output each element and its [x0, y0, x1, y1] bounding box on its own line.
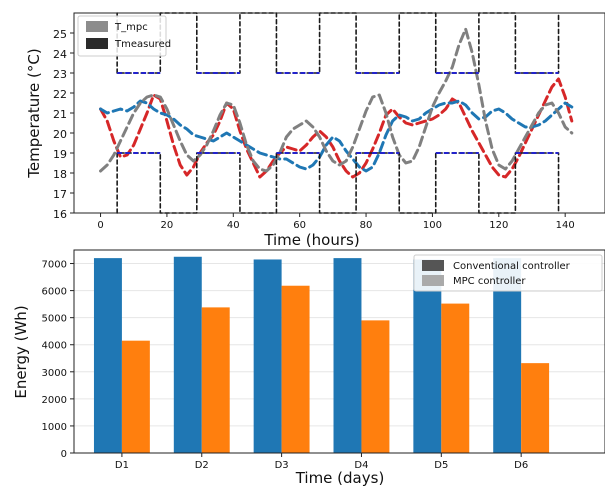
legend-swatch-mpc [422, 275, 444, 286]
energy-chart: D1 D2 D3 D4 D5 D6 0 1000 2000 3000 4000 5000 6000 70… [12, 249, 605, 487]
temperature-y-tick-label-24: 24 [53, 48, 67, 61]
energy-x-tick-label-d1: D1 [115, 460, 129, 471]
energy-legend: Conventional controller MPC controller [413, 254, 603, 292]
temperature-y-axis-label: Temperature (°C) [25, 48, 43, 178]
legend-swatch-tmeasured [86, 38, 108, 49]
energy-bar-d5-mpc-controller [441, 303, 470, 453]
energy-y-tick-label-1000: 1000 [42, 422, 67, 433]
temperature-x-tick-label-140: 140 [556, 220, 575, 231]
temperature-y-tick-label-17: 17 [53, 188, 67, 201]
temperature-y-tick-label-20: 20 [53, 128, 67, 141]
energy-y-axis-label: Energy (Wh) [12, 305, 30, 398]
energy-bar-d3-conventional-controller [253, 259, 282, 453]
energy-y-tick-label-2000: 2000 [42, 395, 67, 406]
temperature-y-tick-label-25: 25 [53, 28, 67, 41]
legend-label-conventional: Conventional controller [453, 261, 571, 272]
temperature-chart: 0 20 40 60 80 100 120 140 16171819202122232425 … [25, 12, 605, 249]
energy-bar-d1-mpc-controller [121, 340, 150, 453]
energy-bar-d3-mpc-controller [281, 285, 310, 453]
temperature-y-tick-label-23: 23 [53, 68, 67, 81]
legend-label-tmeasured: Tmeasured [114, 39, 171, 50]
energy-y-tick-label-5000: 5000 [42, 314, 67, 325]
legend-label-mpc: MPC controller [453, 276, 526, 287]
energy-x-axis-label: Time (days) [295, 469, 385, 487]
energy-plot-frame [73, 249, 605, 454]
energy-x-tick-label-d5: D5 [434, 460, 448, 471]
energy-x-tick-label-d6: D6 [514, 460, 528, 471]
energy-bar-d6-mpc-controller [521, 363, 550, 453]
energy-bar-d1-conventional-controller [93, 258, 122, 453]
temperature-legend: T_mpc Tmeasured [77, 15, 171, 57]
energy-y-tick-label-0: 0 [61, 449, 67, 460]
legend-swatch-t-mpc [86, 21, 108, 32]
temperature-series-2 [99, 99, 574, 173]
temperature-y-tick-label-21: 21 [53, 108, 67, 121]
temperature-y-tick-label-22: 22 [53, 88, 67, 101]
energy-y-tick-label-7000: 7000 [42, 260, 67, 271]
energy-bar-d4-conventional-controller [333, 258, 362, 453]
temperature-x-tick-label-20: 20 [161, 220, 174, 231]
energy-y-tick-label-4000: 4000 [42, 341, 67, 352]
temperature-x-tick-label-100: 100 [423, 220, 442, 231]
temperature-series-4-tmeasured [116, 152, 560, 214]
energy-y-tick-label-6000: 6000 [42, 287, 67, 298]
energy-bar-d2-mpc-controller [201, 307, 230, 453]
energy-x-tick-label-d2: D2 [195, 460, 209, 471]
temperature-y-tick-label-18: 18 [53, 168, 67, 181]
temperature-y-tick-label-19: 19 [53, 148, 67, 161]
energy-x-tick-label-d4: D4 [354, 460, 368, 471]
temperature-series-1-t-mpc [99, 77, 574, 179]
energy-bar-d5-conventional-controller [413, 259, 442, 453]
energy-y-tick-label-3000: 3000 [42, 368, 67, 379]
temperature-x-tick-label-40: 40 [227, 220, 240, 231]
temperature-y-tick-label-16: 16 [53, 208, 67, 221]
energy-legend-box [413, 254, 603, 292]
temperature-x-tick-label-80: 80 [360, 220, 373, 231]
temperature-x-tick-label-0: 0 [97, 220, 103, 231]
temperature-series-3 [99, 27, 574, 173]
legend-swatch-conventional [422, 260, 444, 271]
temperature-y-ticks: 16 17 18 19 20 21 22 23 24 25 [53, 28, 74, 221]
energy-x-tick-label-d3: D3 [275, 460, 289, 471]
legend-label-t-mpc: T_mpc [114, 22, 148, 33]
energy-x-ticks: D1 D2 D3 D4 D5 D6 [115, 453, 528, 471]
temperature-x-tick-label-120: 120 [489, 220, 508, 231]
temperature-x-tick-label-60: 60 [293, 220, 306, 231]
temperature-series-5 [116, 12, 560, 74]
energy-y-ticks: 0 1000 2000 3000 4000 5000 6000 7000 [42, 260, 74, 460]
energy-bar-d4-mpc-controller [361, 320, 390, 453]
energy-bars [93, 256, 550, 453]
temperature-series-group [99, 12, 574, 214]
energy-bar-d2-conventional-controller [173, 256, 202, 453]
temperature-x-ticks: 0 20 40 60 80 100 120 140 [97, 213, 575, 231]
temperature-x-axis-label: Time (hours) [263, 231, 359, 249]
